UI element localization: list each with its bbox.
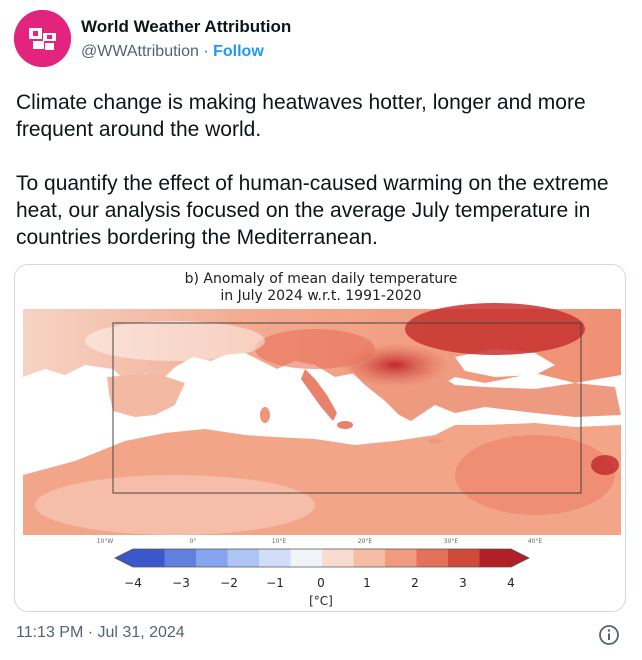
- colorbar-segment: [164, 549, 197, 567]
- colorbar-arrow-high: [511, 549, 529, 567]
- colorbar-segment: [448, 549, 480, 567]
- colorbar-segment: [290, 549, 323, 567]
- lon-label: 0°: [190, 538, 197, 545]
- lon-label: 40°E: [528, 538, 543, 545]
- figure-title-line2: in July 2024 w.r.t. 1991-2020: [220, 288, 421, 304]
- account-handle[interactable]: @WWAttribution: [81, 43, 199, 60]
- colorbar-segment: [259, 549, 291, 567]
- lon-label: 20°E: [358, 538, 373, 545]
- figure-title-line1: b) Anomaly of mean daily temperature: [185, 271, 458, 287]
- temperature-anomaly-map: b) Anomaly of mean daily temperature in …: [23, 271, 621, 608]
- colorbar-outline: [114, 548, 530, 568]
- lon-label: 10°E: [272, 538, 287, 545]
- colorbar-segment: [416, 549, 449, 567]
- colorbar-segment: [479, 549, 512, 567]
- colorbar-tick-label: 2: [411, 576, 419, 590]
- tweet-header: World Weather Attribution @WWAttribution…: [14, 10, 624, 68]
- longitude-labels: 10°W 0° 10°E 20°E 30°E 40°E: [97, 538, 543, 545]
- tweet-text-paragraph-2: To quantify the effect of human-caused w…: [16, 172, 609, 249]
- colorbar-tick-label: 1: [363, 576, 371, 590]
- colorbar-tick-label: −2: [220, 576, 238, 590]
- avatar[interactable]: [14, 10, 71, 67]
- tweet-text-paragraph-1: Climate change is making heatwaves hotte…: [16, 91, 586, 141]
- info-icon[interactable]: [598, 624, 620, 646]
- colorbar-unit: [°C]: [309, 594, 333, 608]
- colorbar-arrow-low: [115, 549, 133, 567]
- colorbar-tick-label: 3: [459, 576, 467, 590]
- separator: ·: [198, 43, 214, 60]
- colorbar-tick-label: −4: [124, 576, 142, 590]
- colorbar-segment: [353, 549, 386, 567]
- account-name[interactable]: World Weather Attribution: [81, 17, 292, 36]
- colorbar-tick-label: −1: [266, 576, 284, 590]
- colorbar-segment: [227, 549, 260, 567]
- timestamp[interactable]: 11:13 PM · Jul 31, 2024: [16, 624, 185, 641]
- colorbar-segment: [196, 549, 228, 567]
- handle-line: @WWAttribution · Follow: [81, 43, 264, 61]
- colorbar-segment: [322, 549, 354, 567]
- colorbar-tick-label: −3: [172, 576, 190, 590]
- colorbar-tick-label: 0: [317, 576, 325, 590]
- tweet-media-image[interactable]: b) Anomaly of mean daily temperature in …: [14, 264, 626, 612]
- map-area: [23, 303, 621, 535]
- colorbar: [114, 548, 530, 568]
- colorbar-tick-labels: −4 −3 −2 −1 0 1 2 3 4 [°C]: [124, 576, 515, 608]
- follow-button[interactable]: Follow: [213, 43, 264, 60]
- lon-label: 30°E: [444, 538, 459, 545]
- colorbar-segment: [385, 549, 417, 567]
- lon-label: 10°W: [97, 538, 114, 545]
- colorbar-tick-label: 4: [507, 576, 515, 590]
- colorbar-segment: [133, 549, 165, 567]
- wwa-logo-icon: [14, 10, 71, 67]
